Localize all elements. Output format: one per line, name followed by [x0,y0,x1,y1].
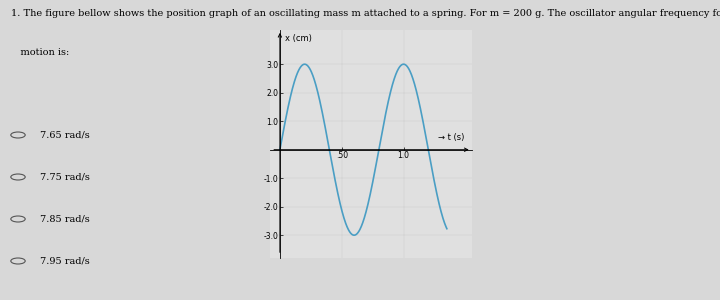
Text: 1. The figure bellow shows the position graph of an oscillating mass m attached : 1. The figure bellow shows the position … [11,9,720,18]
Text: 7.65 rad/s: 7.65 rad/s [40,130,89,140]
Text: 7.75 rad/s: 7.75 rad/s [40,172,89,182]
Text: 7.85 rad/s: 7.85 rad/s [40,214,89,224]
Text: → t (s): → t (s) [438,133,464,142]
Text: x (cm): x (cm) [285,34,312,43]
Text: motion is:: motion is: [11,48,69,57]
Text: 7.95 rad/s: 7.95 rad/s [40,256,89,266]
